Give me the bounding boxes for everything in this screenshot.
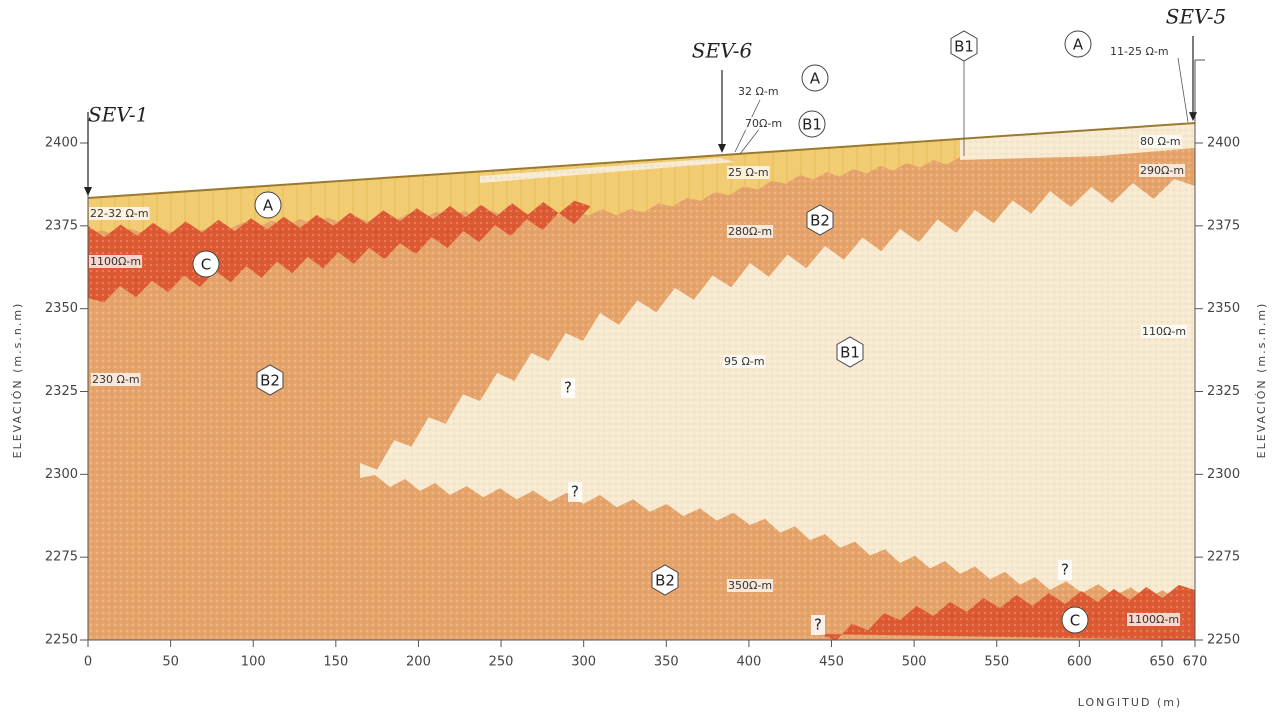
y-tick-label: 2275 [1207, 550, 1240, 565]
resistivity-label: 22-32 Ω-m [90, 207, 149, 220]
unit-marker: B1 [954, 38, 974, 56]
sev-label: SEV-5 [1166, 5, 1226, 29]
resistivity-label: 1100Ω-m [90, 255, 141, 268]
unit-marker: A [810, 70, 821, 88]
sev-label: SEV-6 [692, 39, 753, 63]
x-tick-label: 400 [736, 655, 761, 670]
y-axis-title: ELEVACIÓN (m.s.n.m) [11, 302, 24, 459]
x-tick-label: 550 [984, 655, 1009, 670]
leader-line [1178, 58, 1188, 122]
resistivity-label: 95 Ω-m [724, 355, 765, 368]
unit-marker: B2 [260, 372, 280, 390]
x-tick-label: 350 [654, 655, 679, 670]
y-tick-label: 2325 [1207, 384, 1240, 399]
sev-arrow [84, 187, 92, 196]
x-tick-label: 150 [323, 655, 348, 670]
resistivity-label: 80 Ω-m [1140, 135, 1181, 148]
x-tick-label: 670 [1183, 655, 1208, 670]
y-tick-label: 2350 [45, 301, 78, 316]
unit-marker: C [201, 256, 211, 274]
x-tick-label: 250 [489, 655, 514, 670]
resistivity-label: 1100Ω-m [1128, 613, 1179, 626]
x-tick-label: 0 [84, 655, 92, 670]
resistivity-label: 32 Ω-m [738, 85, 779, 98]
unit-marker: B1 [802, 116, 822, 134]
resistivity-label: 25 Ω-m [728, 166, 769, 179]
y-tick-label: 2300 [1207, 467, 1240, 482]
y-tick-label: 2400 [1207, 136, 1240, 151]
sev-arrow [718, 144, 726, 153]
sev-label: SEV-1 [88, 103, 148, 127]
unit-marker: B2 [810, 212, 830, 230]
unit-marker: A [263, 197, 274, 215]
resistivity-label: 350Ω-m [728, 579, 772, 592]
unit-marker: C [1070, 612, 1080, 630]
y-tick-label: 2250 [1207, 633, 1240, 648]
leader-line [740, 128, 760, 154]
x-tick-label: 50 [162, 655, 179, 670]
uncertainty-mark: ? [564, 379, 572, 397]
x-tick-label: 500 [902, 655, 927, 670]
layers [88, 123, 1195, 641]
y-tick-label: 2250 [45, 633, 78, 648]
y-tick-label: 2375 [45, 218, 78, 233]
y-tick-label: 2400 [45, 136, 78, 151]
y-tick-label: 2275 [45, 550, 78, 565]
y2-axis-title: ELEVACIÓN (m.s.n.m) [1255, 302, 1268, 459]
unit-marker: B2 [655, 572, 675, 590]
uncertainty-mark: ? [1061, 561, 1069, 579]
unit-marker: A [1073, 36, 1084, 54]
resistivity-label: 280Ω-m [728, 225, 772, 238]
x-tick-label: 650 [1150, 655, 1175, 670]
uncertainty-mark: ? [814, 616, 822, 634]
unit-marker: B1 [840, 344, 860, 362]
x-tick-label: 600 [1067, 655, 1092, 670]
y-tick-label: 2350 [1207, 301, 1240, 316]
y-tick-label: 2300 [45, 467, 78, 482]
resistivity-label: 290Ω-m [1140, 164, 1184, 177]
resistivity-label: 110Ω-m [1142, 325, 1186, 338]
x-tick-label: 450 [819, 655, 844, 670]
y-tick-label: 2325 [45, 384, 78, 399]
resistivity-label: 70Ω-m [745, 117, 782, 130]
x-axis-title: LONGITUD (m) [1078, 696, 1182, 709]
uncertainty-mark: ? [571, 483, 579, 501]
x-tick-label: 300 [571, 655, 596, 670]
y-tick-label: 2375 [1207, 218, 1240, 233]
resistivity-label: 230 Ω-m [92, 373, 140, 386]
section-diagram: 2250 2275 2300 2325 2350 2375 2400 2250 2275 2300… [0, 0, 1282, 715]
sev-arrow [1189, 112, 1197, 121]
x-tick-label: 200 [406, 655, 431, 670]
x-tick-label: 100 [241, 655, 266, 670]
resistivity-label: 11-25 Ω-m [1110, 45, 1169, 58]
